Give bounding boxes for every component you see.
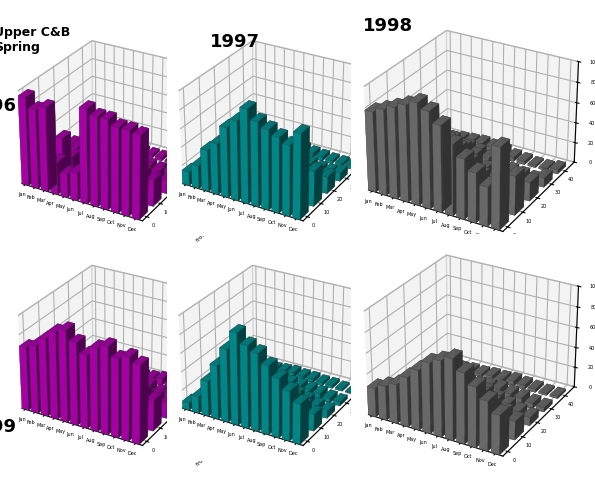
Text: 1996: 1996 xyxy=(0,97,17,115)
Text: Upper C&B
Spring: Upper C&B Spring xyxy=(0,26,70,54)
Text: 1999: 1999 xyxy=(0,418,17,436)
Y-axis label: distance
from origin (m): distance from origin (m) xyxy=(192,206,230,243)
Y-axis label: distance
from origin (m): distance from origin (m) xyxy=(192,430,230,467)
Text: 1998: 1998 xyxy=(362,17,412,35)
Text: 1997: 1997 xyxy=(209,33,259,51)
